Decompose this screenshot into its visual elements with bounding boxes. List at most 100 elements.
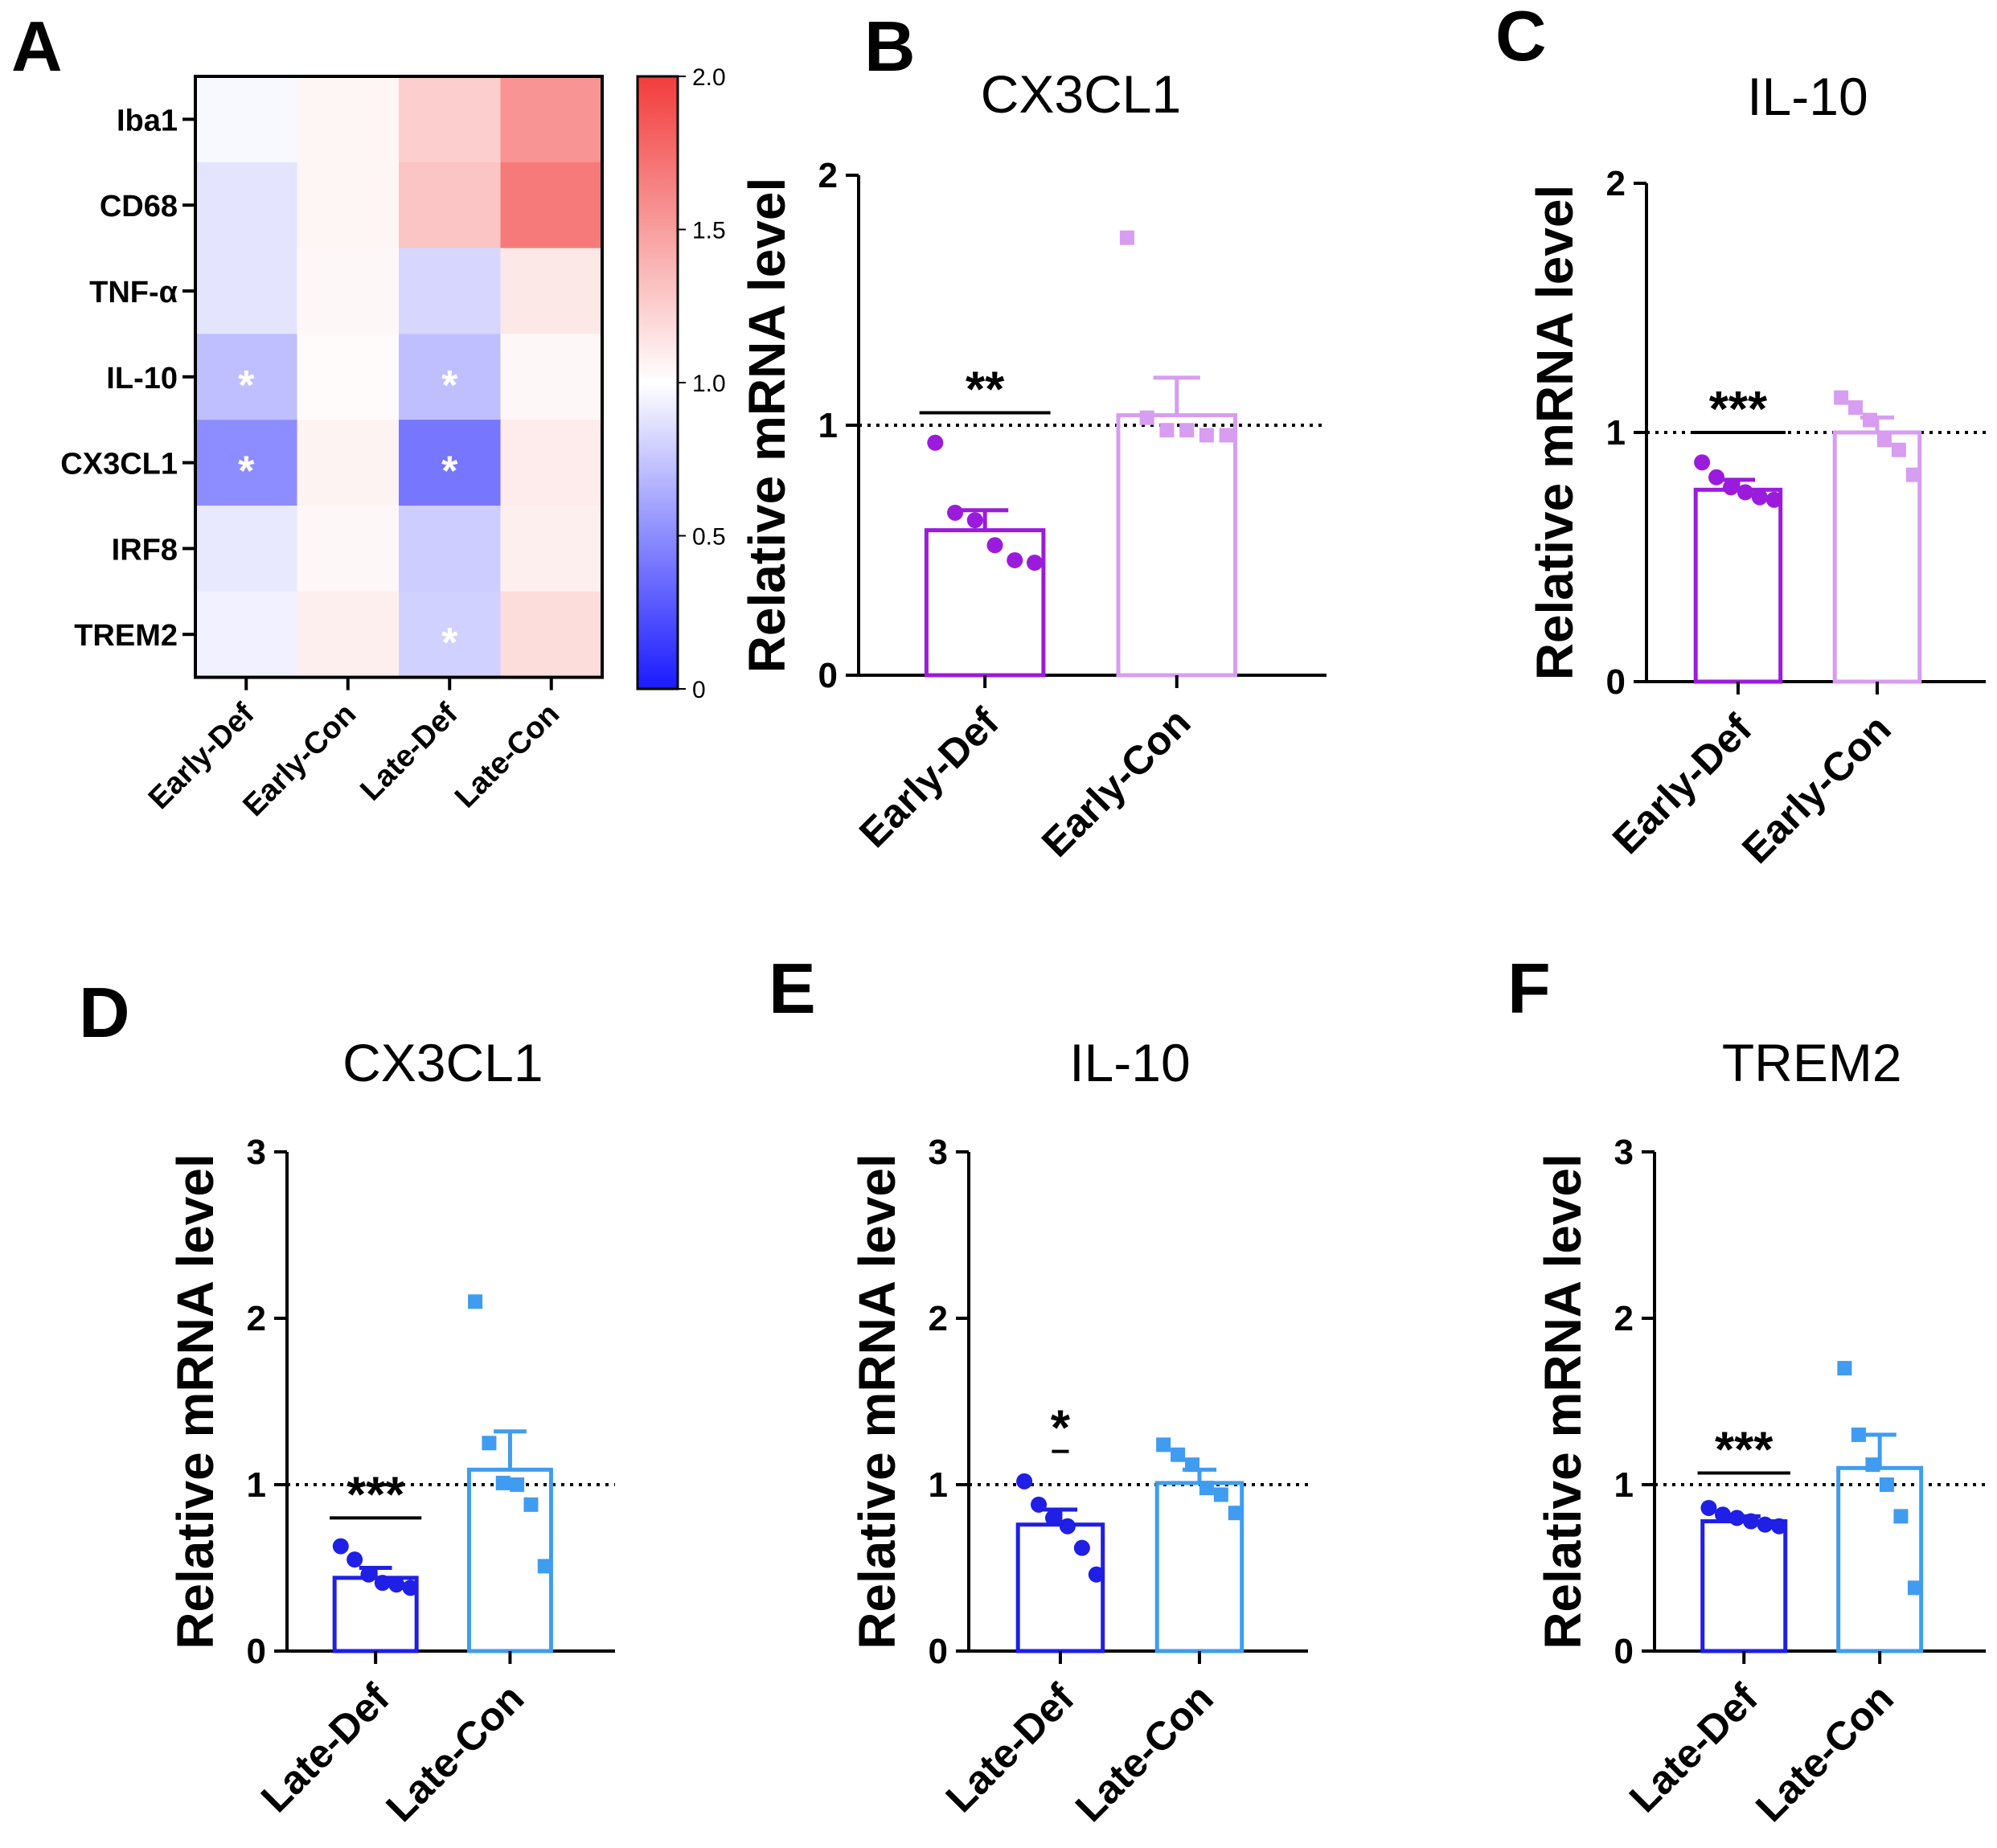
data-point <box>1893 1509 1909 1524</box>
y-tick-label: 1 <box>247 1465 266 1505</box>
data-point <box>966 512 983 529</box>
heatmap-significance-star: * <box>238 363 255 409</box>
panel-a-heatmap: A Iba1CD68TNF-αIL-10CX3CL1IRF8TREM2Early… <box>11 6 726 823</box>
bar <box>1836 1465 1924 1653</box>
panel-letter-a: A <box>11 6 63 86</box>
data-point <box>537 1559 552 1574</box>
data-point <box>1026 555 1043 572</box>
chart-title: CX3CL1 <box>981 64 1181 124</box>
data-point <box>1728 1510 1745 1526</box>
data-point <box>1765 491 1782 508</box>
heatmap-significance-star: * <box>238 449 255 495</box>
chart-title: TREM2 <box>1722 1033 1902 1092</box>
heatmap-col-label: Late-Con <box>449 697 566 814</box>
colorbar <box>636 75 679 690</box>
data-point <box>1694 454 1711 471</box>
heatmap-significance-star: * <box>441 363 458 409</box>
data-point <box>1059 1518 1076 1535</box>
x-category-label: Late-Def <box>1621 1675 1766 1821</box>
significance-label: *** <box>1715 1423 1774 1478</box>
heatmap-cell <box>399 162 501 249</box>
heatmap-cell <box>399 591 501 678</box>
data-point <box>1184 1457 1199 1473</box>
heatmap-cell <box>500 334 603 420</box>
panel-letter-b: B <box>864 6 916 86</box>
chart-title: IL-10 <box>1069 1033 1190 1092</box>
heatmap-cell <box>195 591 297 678</box>
panel-letter-c: C <box>1495 0 1547 76</box>
heatmap-cell <box>500 76 603 163</box>
data-point <box>1751 489 1768 506</box>
heatmap-cell <box>195 162 297 249</box>
data-point <box>1031 1496 1048 1513</box>
heatmap-row-label: CX3CL1 <box>60 448 178 481</box>
heatmap-cell <box>399 506 501 592</box>
heatmap-cell <box>500 162 603 249</box>
bar <box>924 528 1046 678</box>
heatmap-cell <box>297 162 400 249</box>
heatmap-row-label: CD68 <box>100 190 178 223</box>
chart-title: IL-10 <box>1747 67 1868 126</box>
bar <box>1700 1519 1788 1653</box>
data-point <box>495 1475 511 1490</box>
y-tick-label: 2 <box>1614 1299 1634 1338</box>
x-category-label: Early-Con <box>1733 706 1900 872</box>
data-point <box>1876 432 1892 448</box>
y-tick-label: 1 <box>1606 413 1626 453</box>
y-axis-label: Relative mRNA level <box>848 1153 906 1649</box>
data-point <box>1708 469 1725 486</box>
data-point <box>1159 423 1175 438</box>
data-point <box>1907 1580 1922 1596</box>
heatmap-cell <box>297 248 400 334</box>
data-point <box>1834 390 1849 405</box>
bar <box>1015 1522 1105 1653</box>
heatmap-cell <box>195 76 297 163</box>
y-tick-label: 1 <box>929 1465 948 1505</box>
chart-panel-b: B CX3CL1 Relative mRNA level 0 1 2 Early-Def Ea… <box>738 6 1327 866</box>
data-point <box>523 1497 539 1512</box>
data-point <box>986 537 1003 554</box>
chart-title: CX3CL1 <box>342 1033 543 1092</box>
heatmap-cell <box>297 420 400 506</box>
data-point <box>402 1580 419 1596</box>
data-point <box>1199 1481 1214 1496</box>
data-point <box>1757 1516 1774 1533</box>
heatmap-row-label: TREM2 <box>74 619 178 653</box>
heatmap-row-label: Iba1 <box>117 104 178 137</box>
heatmap-cell <box>500 506 603 592</box>
data-point <box>1171 1447 1186 1462</box>
heatmap-cell <box>500 420 603 506</box>
data-point <box>1862 412 1877 428</box>
data-point <box>482 1436 497 1451</box>
bar <box>1116 413 1238 678</box>
y-tick-label: 0 <box>818 656 838 695</box>
y-tick-label: 0 <box>247 1632 266 1671</box>
data-point <box>1700 1499 1717 1516</box>
data-point <box>332 1538 349 1555</box>
data-point <box>927 434 944 451</box>
data-point <box>1156 1437 1171 1453</box>
data-point <box>1199 428 1214 443</box>
data-point <box>1837 1361 1852 1376</box>
x-category-label: Early-Con <box>1033 699 1199 866</box>
colorbar-tick-label: 1.0 <box>692 371 726 397</box>
panel-letter-d: D <box>79 973 130 1052</box>
significance-label: * <box>1051 1401 1071 1457</box>
data-point <box>1865 1457 1880 1473</box>
y-axis-label: Relative mRNA level <box>1526 185 1584 681</box>
data-point <box>1891 442 1906 457</box>
data-point <box>1007 551 1023 568</box>
panel-letter-e: E <box>769 949 816 1028</box>
data-point <box>388 1576 405 1593</box>
data-point <box>1771 1518 1788 1535</box>
heatmap-cell <box>195 334 297 420</box>
data-point <box>1016 1473 1033 1489</box>
data-point <box>1044 1510 1061 1526</box>
data-point <box>1722 479 1739 496</box>
colorbar-tick-label: 0.5 <box>692 524 726 551</box>
heatmap-cell <box>399 248 501 334</box>
y-tick-label: 2 <box>247 1299 266 1338</box>
data-point <box>1905 467 1921 482</box>
significance-label: ** <box>966 362 1005 417</box>
data-point <box>468 1294 483 1309</box>
